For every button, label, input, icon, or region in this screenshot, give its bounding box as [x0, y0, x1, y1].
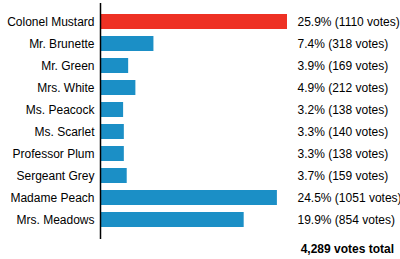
svg-text:7.4% (318 votes): 7.4% (318 votes) [298, 37, 389, 51]
svg-text:4.9% (212 votes): 4.9% (212 votes) [298, 81, 389, 95]
svg-text:Mr. Green: Mr. Green [41, 59, 94, 73]
svg-text:3.2% (138 votes): 3.2% (138 votes) [298, 103, 389, 117]
svg-text:Ms. Peacock: Ms. Peacock [26, 103, 96, 117]
svg-text:3.3% (138 votes): 3.3% (138 votes) [298, 147, 389, 161]
svg-text:3.3% (140 votes): 3.3% (140 votes) [298, 125, 389, 139]
svg-text:Colonel Mustard: Colonel Mustard [7, 15, 94, 29]
svg-text:19.9% (854 votes): 19.9% (854 votes) [298, 213, 395, 227]
svg-text:Mrs. White: Mrs. White [37, 81, 95, 95]
svg-text:Mrs. Meadows: Mrs. Meadows [16, 213, 94, 227]
svg-text:Sergeant Grey: Sergeant Grey [16, 169, 94, 183]
svg-text:Mr. Brunette: Mr. Brunette [29, 37, 95, 51]
svg-text:25.9% (1110 votes): 25.9% (1110 votes) [298, 15, 400, 29]
svg-text:3.9% (169 votes): 3.9% (169 votes) [298, 59, 389, 73]
svg-text:Ms. Scarlet: Ms. Scarlet [34, 125, 95, 139]
svg-text:Professor Plum: Professor Plum [12, 147, 94, 161]
html-text:4,289 votes total: 4,289 votes total [300, 242, 394, 256]
svg-text:Madame Peach: Madame Peach [10, 191, 94, 205]
svg-text:3.7% (159 votes): 3.7% (159 votes) [298, 169, 389, 183]
svg-text:24.5% (1051 votes): 24.5% (1051 votes) [298, 191, 400, 205]
